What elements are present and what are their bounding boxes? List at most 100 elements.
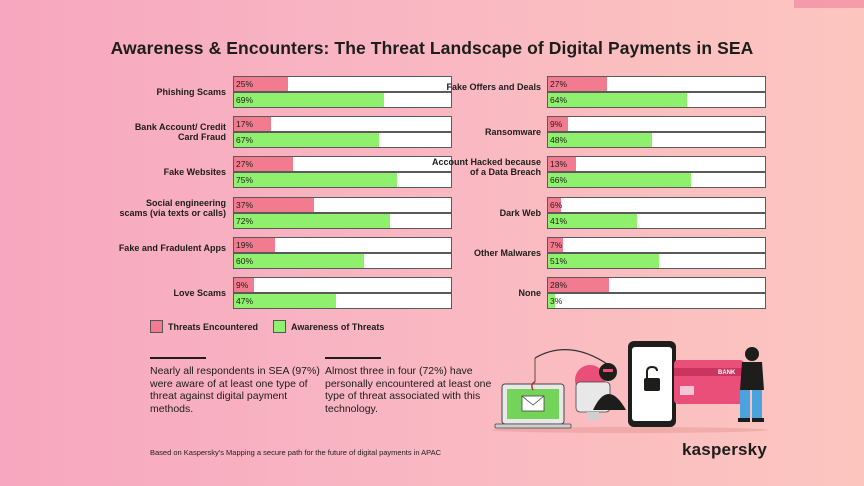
- data-label-awareness: 47%: [236, 296, 254, 306]
- bar-awareness: 69%: [233, 92, 452, 108]
- bar-fill-encountered: [548, 237, 564, 252]
- category-label: None: [518, 288, 542, 298]
- bar-fill-encountered: [234, 117, 271, 132]
- note-right: Almost three in four (72%) have personal…: [325, 365, 492, 415]
- data-label-awareness: 41%: [550, 215, 568, 226]
- data-label-awareness: 60%: [236, 255, 254, 266]
- bar-encountered: 27%: [547, 76, 766, 92]
- kaspersky-logo: kaspersky: [682, 440, 767, 459]
- bar-encountered: 19%: [233, 236, 452, 253]
- data-label-encountered: 7%: [550, 239, 563, 250]
- category-label: Fake and Fradulent Apps: [118, 242, 226, 253]
- category-label: Fake Websites: [163, 167, 226, 178]
- bar-fill-awareness: [234, 133, 380, 148]
- bar-encountered: 25%: [233, 76, 452, 92]
- bar-encountered: 9%: [547, 116, 766, 133]
- bar-awareness: 66%: [547, 172, 766, 189]
- bar-fill-encountered: [234, 197, 315, 212]
- bar-fill-awareness: [548, 294, 555, 308]
- data-label-encountered: 17%: [236, 119, 254, 130]
- legend-swatch-encountered: [150, 320, 163, 333]
- legend-label-encountered: Threats Encountered: [168, 321, 259, 332]
- category-label: Account Hacked because of a Data Breach: [431, 157, 541, 178]
- bar-fill-encountered: [234, 77, 289, 91]
- data-label-awareness: 51%: [550, 255, 568, 266]
- bar-fill-encountered: [548, 278, 609, 292]
- bar-awareness: 60%: [233, 252, 452, 269]
- bar-awareness: 72%: [233, 212, 452, 229]
- chart-title: Awareness & Encounters: The Threat Lands…: [110, 38, 754, 58]
- footnote: Based on Kaspersky's Mapping a secure pa…: [150, 448, 442, 457]
- bar-awareness: 41%: [547, 212, 766, 229]
- data-label-encountered: 28%: [550, 280, 568, 290]
- fishing-hacker-icon: [534, 349, 626, 420]
- bar-fill-awareness: [234, 93, 384, 107]
- bar-fill-awareness: [234, 294, 336, 308]
- corner-accent: [794, 0, 864, 8]
- note-right-rule: [325, 357, 381, 359]
- data-label-encountered: 27%: [550, 79, 568, 89]
- category-label: Fake Offers and Deals: [446, 82, 541, 92]
- bar-awareness: 51%: [547, 252, 766, 269]
- bar-encountered: 13%: [547, 156, 766, 173]
- bar-awareness: 48%: [547, 132, 766, 149]
- bar-fill-awareness: [548, 213, 637, 228]
- bar-awareness: 3%: [547, 293, 766, 309]
- phishing-illustration: BANK: [492, 341, 768, 433]
- bar-encountered: 17%: [233, 116, 452, 133]
- bar-fill-encountered: [234, 157, 293, 172]
- data-label-encountered: 9%: [236, 280, 249, 290]
- bar-fill-awareness: [234, 213, 391, 228]
- data-label-encountered: 37%: [236, 199, 254, 210]
- data-label-encountered: 6%: [550, 199, 563, 210]
- bar-fill-encountered: [548, 117, 568, 132]
- data-label-encountered: 19%: [236, 239, 254, 250]
- legend-swatch-awareness: [273, 320, 286, 333]
- bar-fill-awareness: [548, 93, 687, 107]
- data-label-awareness: 64%: [550, 95, 568, 105]
- data-label-awareness: 66%: [550, 175, 568, 186]
- legend-label-awareness: Awareness of Threats: [291, 321, 385, 332]
- phone-unlock-icon: [628, 341, 676, 427]
- bar-fill-encountered: [548, 77, 607, 91]
- category-label: Social engineering scams (via texts or c…: [119, 197, 226, 218]
- bar-encountered: 9%: [233, 277, 452, 293]
- note-left-rule: [150, 357, 206, 359]
- bar-awareness: 67%: [233, 132, 452, 149]
- legend-item-awareness: Awareness of Threats: [273, 320, 384, 333]
- bar-encountered: 37%: [233, 196, 452, 213]
- bar-awareness: 47%: [233, 293, 452, 309]
- bar-encountered: 28%: [547, 277, 766, 293]
- data-label-awareness: 67%: [236, 135, 254, 146]
- data-label-awareness: 69%: [236, 95, 254, 105]
- data-label-encountered: 27%: [236, 159, 254, 170]
- category-label: Ransomware: [484, 127, 541, 138]
- bar-encountered: 7%: [547, 236, 766, 253]
- bar-encountered: 6%: [547, 196, 766, 213]
- note-left: Nearly all respondents in SEA (97%) were…: [150, 365, 320, 415]
- category-label: Other Malwares: [473, 247, 541, 258]
- data-label-encountered: 25%: [236, 79, 254, 89]
- data-label-awareness: 75%: [236, 175, 254, 186]
- bar-awareness: 64%: [547, 92, 766, 108]
- category-label: Phishing Scams: [156, 87, 226, 97]
- category-label: Dark Web: [499, 207, 541, 218]
- bar-fill-awareness: [234, 173, 397, 188]
- data-label-awareness: 48%: [550, 135, 568, 146]
- bar-fill-awareness: [548, 173, 692, 188]
- bar-encountered: 27%: [233, 156, 452, 173]
- bar-awareness: 75%: [233, 172, 452, 189]
- data-label-awareness: 72%: [236, 215, 254, 226]
- credit-card-icon: BANK: [674, 360, 744, 404]
- bar-fill-awareness: [548, 133, 653, 148]
- bar-fill-encountered: [548, 157, 577, 172]
- data-label-encountered: 9%: [550, 119, 563, 130]
- laptop-email-icon: [494, 381, 572, 429]
- data-label-encountered: 13%: [550, 159, 568, 170]
- bar-fill-encountered: [548, 197, 562, 212]
- bar-fill-awareness: [234, 253, 365, 268]
- category-label: Love Scams: [173, 288, 226, 298]
- legend-item-encountered: Threats Encountered: [150, 320, 258, 333]
- card-bank-text: BANK: [718, 370, 736, 376]
- bar-fill-encountered: [234, 237, 276, 252]
